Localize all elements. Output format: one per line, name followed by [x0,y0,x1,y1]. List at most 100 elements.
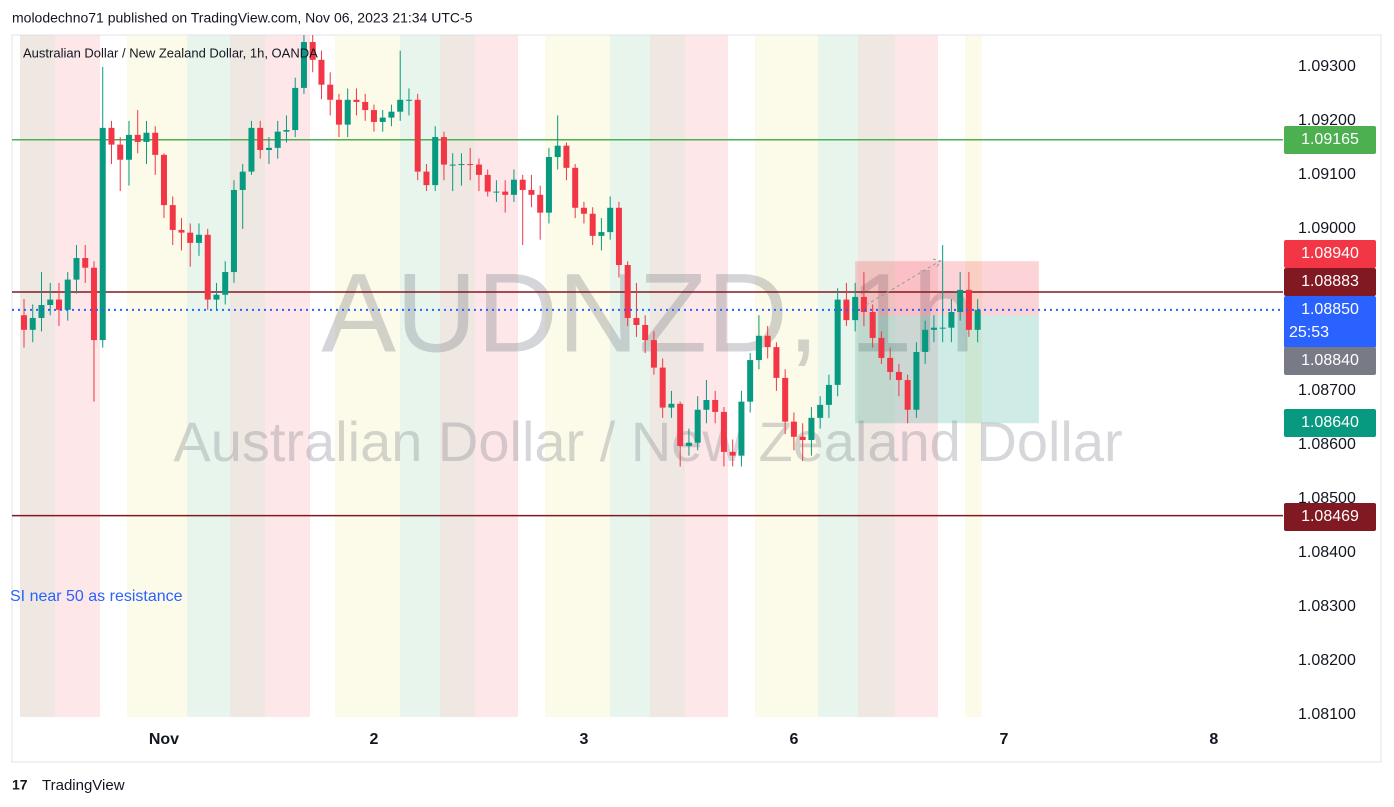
candle-body [379,117,386,122]
x-tick-label: 8 [1209,731,1218,748]
watermark: AUDNZD, 1h [321,251,974,376]
y-tick-label: 1.09100 [1298,166,1356,183]
candle-body [904,380,911,410]
candle-body [55,299,62,310]
candle-body [169,205,176,230]
stop-label: 1.08940 [1301,245,1359,262]
candle-body [720,411,727,452]
candle-body [397,99,404,112]
y-tick-label: 1.08200 [1298,652,1356,669]
candle-body [668,403,675,408]
candle-body [913,351,920,410]
candle-body [895,371,902,381]
candle-body [782,377,789,422]
candle-body [125,134,132,160]
candle-body [265,147,272,151]
candle-body [685,442,692,446]
candle-body [703,400,710,410]
y-tick-label: 1.09200 [1298,112,1356,129]
target-label: 1.08640 [1301,414,1359,431]
candle-body [790,421,797,437]
candle-body [642,324,649,341]
y-tick-label: 1.08600 [1298,436,1356,453]
candle-body [817,404,824,418]
candle-body [20,315,27,330]
candle-body [659,367,666,408]
candle-body [510,179,517,195]
candle-body [239,171,246,190]
candle-body [292,87,299,131]
sessions [20,35,982,717]
candle-body [729,451,736,456]
label-box [1284,240,1376,268]
countdown: 25:53 [1289,324,1329,341]
candle-body [834,299,841,385]
candle-body [117,144,124,160]
candle-body [922,329,929,352]
candle-body [747,360,754,402]
candle-body [948,312,955,328]
y-tick-label: 1.08100 [1298,706,1356,723]
candle-body [213,294,220,300]
candle-body [222,272,229,295]
candle-body [475,164,482,175]
y-tick-label: 1.09300 [1298,58,1356,75]
candle-body [773,347,780,378]
candle-body [957,289,964,313]
candle-body [327,84,334,100]
candle-body [712,400,719,412]
candle-body [318,59,325,85]
candle-body [537,194,544,213]
candle-body [178,229,185,233]
candle-body [930,327,937,330]
candle-body [554,145,561,158]
candle-body [869,312,876,338]
candle-body [545,157,552,213]
candle-body [362,101,369,111]
x-tick-label: 7 [999,731,1008,748]
arrow [865,258,942,306]
candle-body [423,171,430,186]
candle-body [64,279,71,310]
candle-body [825,384,832,405]
candle-body [195,234,202,243]
stop-zone [855,261,1039,316]
candle-body [633,317,640,325]
candle-body [248,127,255,172]
candle-body [108,127,115,145]
candle-body [484,174,491,192]
candle-body [257,127,264,151]
candle-body [528,189,535,195]
candle-body [764,335,771,348]
logo-mark: 17 [12,777,28,793]
candle-body [204,234,211,300]
y-tick-label: 1.08700 [1298,382,1356,399]
candle-body [965,289,972,330]
label-box [1284,126,1376,154]
candle-body [432,137,439,186]
plot [12,35,1283,517]
candle-body [808,417,815,440]
candle-body [799,436,806,440]
candle-body [624,265,631,318]
candle-body [274,131,281,148]
candle-body [449,164,456,166]
candle-body [134,134,141,142]
candle-body [502,191,509,195]
candle-body [615,207,622,266]
candle-body [38,304,45,318]
candle-body [344,99,351,125]
candle-body [519,179,526,190]
candle-body [283,130,290,132]
level-label: 1.08469 [1301,508,1359,525]
candle-body [887,357,894,372]
entry-label: 1.08840 [1301,352,1359,369]
candle-body [598,232,605,236]
header: molodechno71 published on TradingView.co… [12,10,473,26]
annotation: SI near 50 as resistance [10,588,183,605]
candle-body [230,189,237,273]
label-box [1284,503,1376,531]
label-box [1284,409,1376,437]
candle-body [29,317,36,330]
candle-body [388,111,395,118]
